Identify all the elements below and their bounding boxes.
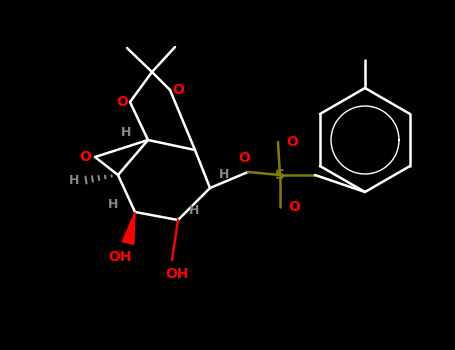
Text: H: H: [121, 126, 131, 139]
Text: H: H: [219, 168, 229, 181]
Text: O: O: [116, 95, 128, 109]
Text: H: H: [108, 197, 118, 210]
Text: H: H: [189, 203, 199, 217]
Text: OH: OH: [108, 250, 132, 264]
Text: OH: OH: [165, 267, 189, 281]
Text: O: O: [172, 83, 184, 97]
Text: S: S: [275, 168, 285, 182]
Text: O: O: [79, 150, 91, 164]
Polygon shape: [122, 212, 135, 244]
Text: O: O: [238, 151, 250, 165]
Text: H: H: [69, 174, 79, 187]
Text: O: O: [288, 200, 300, 214]
Text: O: O: [286, 135, 298, 149]
